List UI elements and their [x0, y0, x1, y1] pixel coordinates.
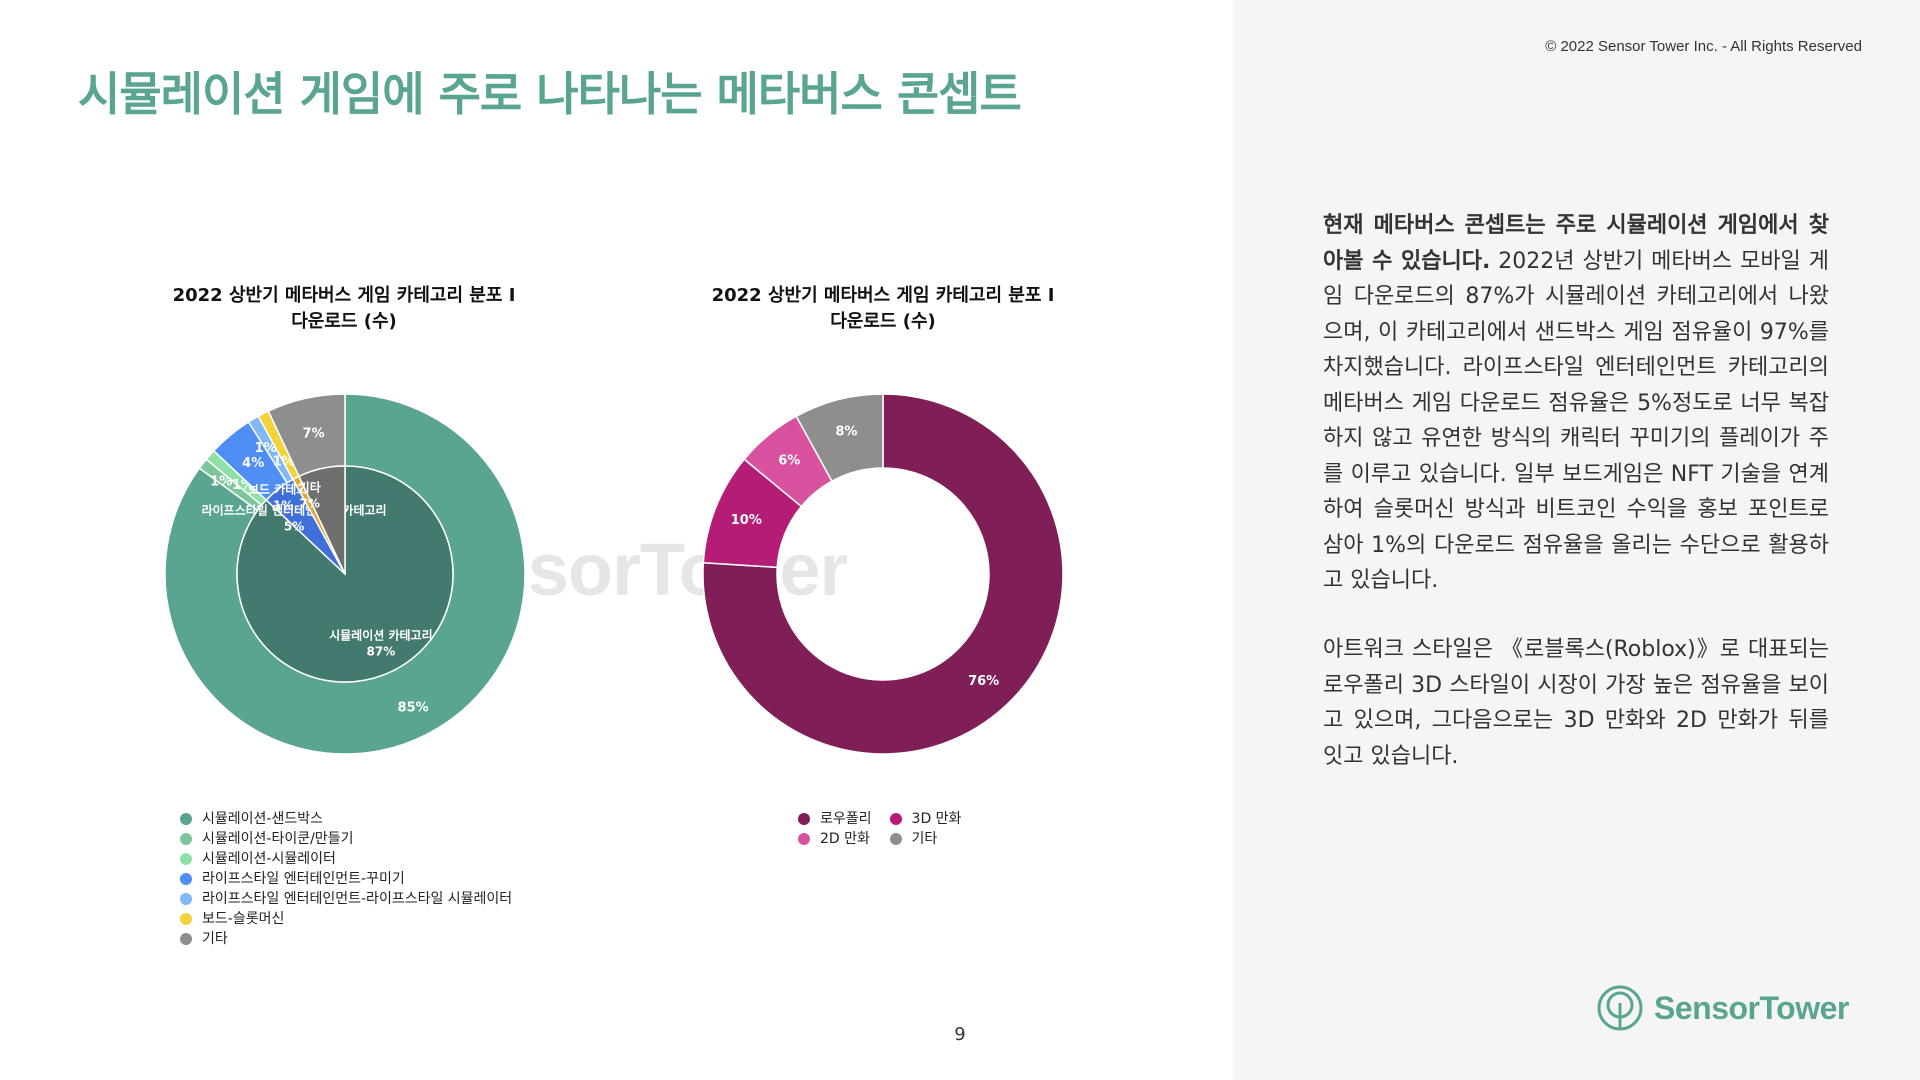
chart1-title-line2: 다운로드 (수)	[291, 311, 397, 332]
chart1-inner-label-3: 기타 7%	[299, 480, 321, 511]
right-panel	[1233, 0, 1920, 1080]
chart1-legend-label: 시뮬레이션-타이쿤/만들기	[202, 831, 354, 847]
copyright-text: © 2022 Sensor Tower Inc. - All Rights Re…	[1545, 38, 1862, 55]
chart1-legend-item-3: 라이프스타일 엔터테인먼트-꾸미기	[180, 869, 512, 889]
chart2-legend-item-3: 기타	[889, 829, 962, 849]
chart1-legend-item-6: 기타	[180, 929, 512, 949]
chart2-legend-label: 3D 만화	[911, 811, 962, 827]
chart1-legend-item-1: 시뮬레이션-타이쿤/만들기	[180, 829, 512, 849]
chart2-slice-3	[795, 393, 884, 483]
brand-logo: SensorTower	[1596, 984, 1849, 1032]
chart1-legend-dot-icon	[180, 873, 192, 885]
chart1-legend-dot-icon	[180, 853, 192, 865]
chart2-legend-label: 2D 만화	[820, 831, 870, 847]
chart2-title-line1: 2022 상반기 메타버스 게임 카테고리 분포 I	[711, 285, 1055, 306]
chart2-legend-dot-icon	[889, 833, 902, 845]
page-number: 9	[954, 1024, 966, 1045]
chart1-legend-item-2: 시뮬레이션-시뮬레이터	[180, 849, 512, 869]
body-paragraph-1-bold: 현재 메타버스 콘셉트는 주로 시뮬레이션 게임에서 찾아볼 수 있습니다.	[1323, 213, 1829, 274]
chart1-outer-label-1: 1%	[210, 475, 232, 490]
chart1-legend-dot-icon	[180, 913, 192, 925]
chart2-legend-dot-icon	[798, 813, 810, 825]
chart1-legend-dot-icon	[180, 933, 192, 945]
chart1-outer-label-5: 1%	[273, 455, 295, 470]
chart1-outer-label-6: 7%	[303, 426, 325, 441]
chart1-legend-item-0: 시뮬레이션-샌드박스	[180, 809, 512, 829]
chart1-legend-label: 시뮬레이션-샌드박스	[202, 811, 323, 827]
chart1-title: 2022 상반기 메타버스 게임 카테고리 분포 I 다운로드 (수)	[84, 283, 604, 335]
chart2-label-1: 10%	[731, 513, 762, 528]
chart1-legend-label: 시뮬레이션-시뮬레이터	[202, 851, 336, 867]
body-paragraph-1: 현재 메타버스 콘셉트는 주로 시뮬레이션 게임에서 찾아볼 수 있습니다. 2…	[1323, 208, 1829, 599]
chart1-inner-label-0: 시뮬레이션 카테고리 87%	[329, 627, 433, 658]
chart1-legend-label: 보드-슬롯머신	[202, 911, 285, 927]
chart1-title-line1: 2022 상반기 메타버스 게임 카테고리 분포 I	[172, 285, 516, 306]
chart2-legend-item-0: 로우폴리	[798, 809, 872, 829]
charts-canvas: 85%1% 1%4%1%1%7%시뮬레이션 카테고리 87%라이프스타일 엔터테인먼…	[164, 393, 1064, 755]
chart2-legend-dot-icon	[798, 833, 810, 845]
chart2-label-0: 76%	[968, 674, 999, 689]
chart1-legend-label: 라이프스타일 엔터테인먼트-라이프스타일 시뮬레이터	[202, 891, 513, 907]
chart2-legend-item-2: 2D 만화	[798, 829, 872, 849]
chart2-legend-label: 기타	[911, 831, 938, 847]
chart1-outer-label-0: 85%	[398, 701, 429, 716]
chart1-legend-dot-icon	[180, 833, 192, 845]
chart2-label-2: 6%	[778, 454, 800, 469]
chart2-legend-item-1: 3D 만화	[889, 809, 962, 829]
chart2-legend-dot-icon	[889, 813, 902, 825]
chart1-outer-label-3: 4%	[242, 456, 264, 471]
chart1-inner-slice-3	[298, 465, 346, 575]
chart1-legend-dot-icon	[180, 893, 192, 905]
chart2-slice-0	[702, 393, 1064, 755]
page-title: 시뮬레이션 게임에 주로 나타나는 메타버스 콘셉트	[78, 67, 1022, 121]
chart2-legend-label: 로우폴리	[820, 811, 872, 827]
chart1-outer-label-4: 1%	[255, 441, 277, 456]
chart1-legend-label: 라이프스타일 엔터테인먼트-꾸미기	[202, 871, 405, 887]
chart2-title-line2: 다운로드 (수)	[830, 311, 936, 332]
chart2-title: 2022 상반기 메타버스 게임 카테고리 분포 I 다운로드 (수)	[623, 283, 1143, 335]
body-paragraph-2: 아트워크 스타일은 《로블록스(Roblox)》로 대표되는 로우폴리 3D 스…	[1323, 637, 1829, 769]
body-paragraph-1-rest: 2022년 상반기 메타버스 모바일 게임 다운로드의 87%가 시뮬레이션 카…	[1323, 248, 1830, 594]
chart1-inner-label-2: 보드 카테고리 1%	[248, 482, 318, 513]
sensor-tower-logo-icon	[1597, 985, 1643, 1031]
chart2-legend: 로우폴리 3D 만화 2D 만화 기타	[798, 809, 961, 849]
chart1-legend-label: 기타	[202, 931, 228, 947]
chart1-legend-dot-icon	[180, 813, 192, 825]
chart2-label-3: 8%	[835, 425, 857, 440]
logo-text: SensorTower	[1654, 989, 1849, 1026]
chart1-legend-item-4: 라이프스타일 엔터테인먼트-라이프스타일 시뮬레이터	[180, 889, 512, 909]
chart1-legend-item-5: 보드-슬롯머신	[180, 909, 512, 929]
